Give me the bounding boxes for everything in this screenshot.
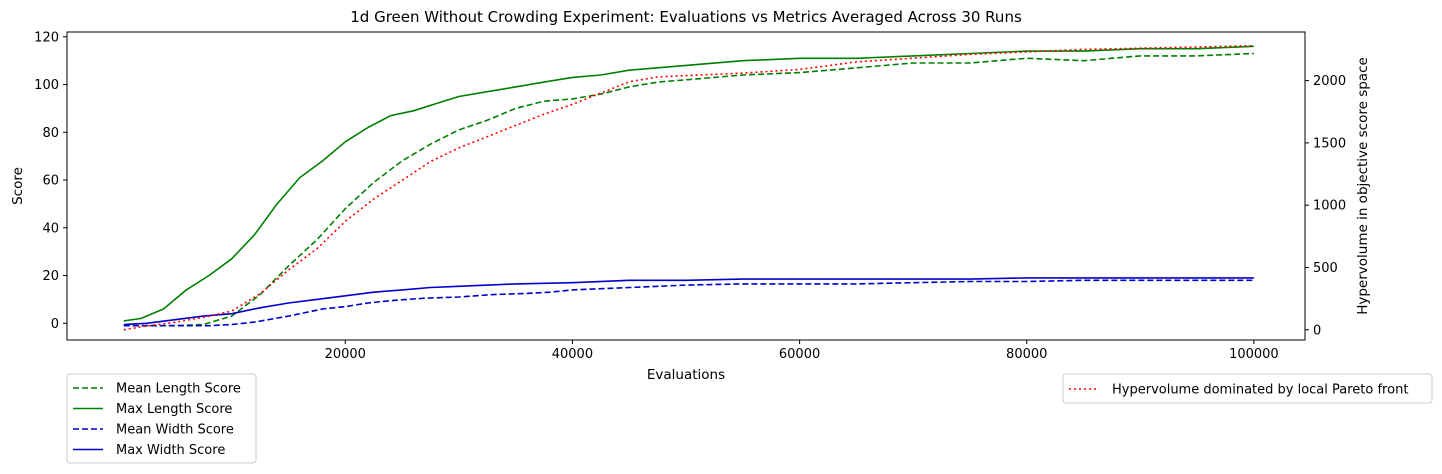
y2-tick-label: 1500 [1313, 136, 1346, 151]
legend-left: Mean Length Score Max Length Score Mean Wi… [66, 373, 257, 464]
y2-tick-label: 1000 [1313, 199, 1346, 214]
y2-tick-label: 500 [1313, 261, 1338, 276]
legend-right-box [1062, 373, 1433, 404]
x-axis: 20000 40000 60000 80000 100000 [325, 340, 1279, 362]
y-tick-label: 120 [34, 30, 59, 45]
y-tick-label: 60 [42, 174, 59, 189]
x-tick-label: 100000 [1229, 347, 1279, 362]
x-tick-label: 20000 [325, 347, 366, 362]
y-tick-label: 20 [42, 269, 59, 284]
legend-label: Hypervolume dominated by local Pareto fr… [1112, 383, 1408, 398]
series-line-3 [123, 279, 1254, 327]
series-line-1 [123, 52, 1254, 327]
y2-tick-label: 2000 [1313, 74, 1346, 89]
x-tick-label: 60000 [779, 347, 820, 362]
y2-tick-label: 0 [1313, 323, 1321, 338]
legend-right: Hypervolume dominated by local Pareto fr… [1062, 373, 1433, 404]
y-tick-label: 80 [42, 126, 59, 141]
legend-label: Max Length Score [116, 402, 232, 417]
x-tick-label: 80000 [1006, 347, 1047, 362]
y-tick-label: 100 [34, 78, 59, 93]
y-tick-label: 0 [51, 317, 59, 332]
legend-label: Mean Length Score [116, 382, 241, 397]
series-line-2 [123, 45, 1254, 322]
y-axis-label: Score [10, 167, 26, 205]
legend-label: Mean Width Score [116, 423, 234, 438]
legend-left-box [66, 373, 257, 464]
x-tick-label: 40000 [552, 347, 593, 362]
plot-frame [66, 31, 1306, 341]
series-line-5 [123, 44, 1254, 331]
chart-title: 1d Green Without Crowding Experiment: Ev… [350, 8, 1022, 26]
plot-series [123, 44, 1254, 331]
y2-axis-label: Hypervolume in objective score space [1355, 57, 1371, 315]
y-axis-right: 0 500 1000 1500 2000 [1305, 74, 1346, 338]
legend-label: Max Width Score [116, 443, 225, 458]
x-axis-label: Evaluations [647, 367, 725, 383]
y-axis-left: 0 20 40 60 80 100 120 [34, 30, 67, 332]
y-tick-label: 40 [42, 221, 59, 236]
series-line-4 [123, 277, 1254, 326]
